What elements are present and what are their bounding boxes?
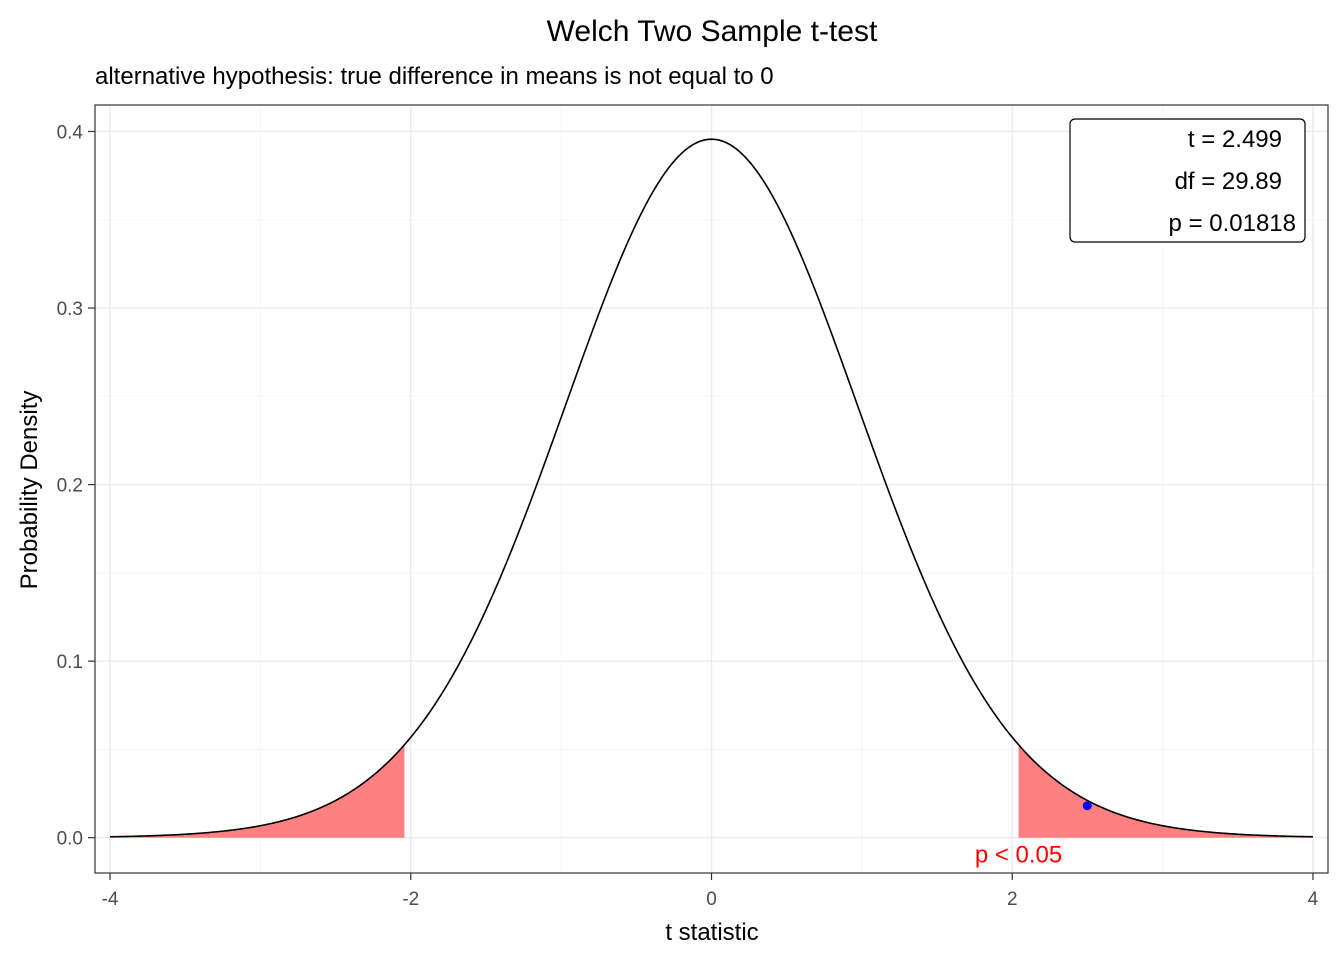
y-tick-label: 0.3: [57, 299, 83, 320]
y-tick-label: 0.0: [57, 829, 83, 850]
x-tick-label: 4: [1308, 889, 1319, 910]
shaded-left-tail: [110, 744, 405, 838]
x-axis-ticks: -4 -2 0 2 4: [102, 873, 1319, 910]
y-axis-title: Probability Density: [16, 391, 43, 590]
y-tick-label: 0.1: [57, 652, 83, 673]
x-tick-label: -4: [102, 889, 119, 910]
x-axis-title: t statistic: [665, 919, 758, 946]
grid-major: [95, 105, 1328, 873]
stats-legend-box: [1069, 118, 1306, 243]
shaded-tail-regions: [110, 744, 1313, 838]
chart-subtitle: alternative hypothesis: true difference …: [95, 63, 774, 90]
legend-p-value: p = 0.01818: [1169, 210, 1296, 237]
legend-df-value: df = 29.89: [1175, 168, 1282, 195]
y-tick-label: 0.2: [57, 476, 83, 497]
stats-legend: t = 2.499 df = 29.89 p = 0.01818: [1069, 118, 1306, 243]
observed-t-point: [1082, 801, 1092, 811]
y-tick-label: 0.4: [57, 122, 84, 143]
shaded-right-tail: [1018, 744, 1313, 838]
legend-t-value: t = 2.499: [1188, 126, 1282, 153]
y-axis-ticks: 0.0 0.1 0.2 0.3 0.4: [57, 122, 95, 850]
chart-title: Welch Two Sample t-test: [547, 15, 878, 48]
x-tick-label: 2: [1007, 889, 1018, 910]
x-tick-label: 0: [706, 889, 717, 910]
p-value-annotation: p < 0.05: [975, 841, 1062, 868]
x-tick-label: -2: [402, 889, 419, 910]
density-curve: [110, 138, 1313, 838]
